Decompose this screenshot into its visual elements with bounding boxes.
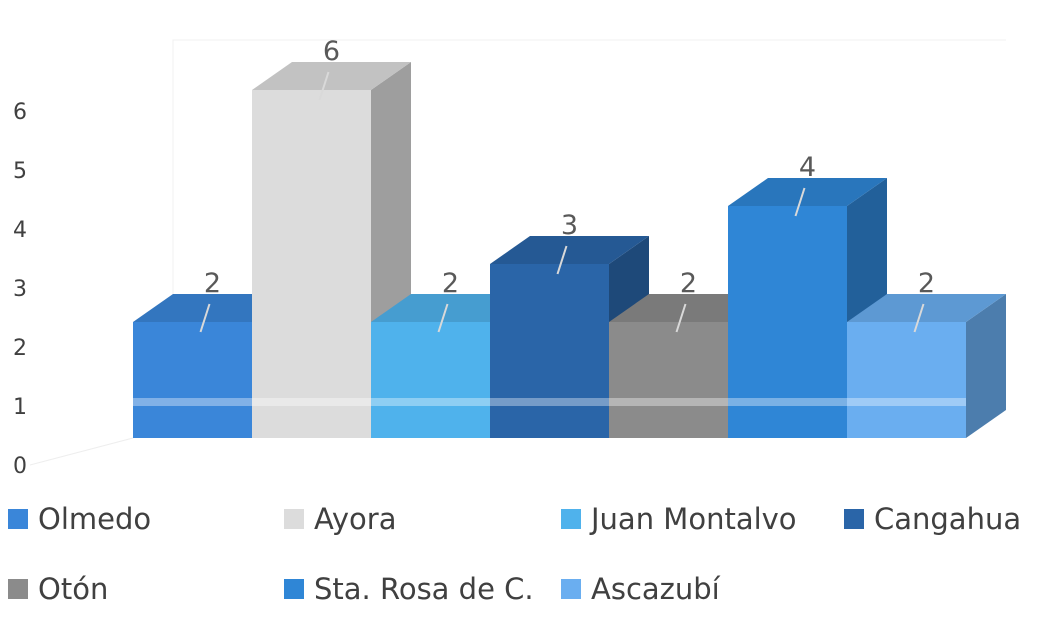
- legend-item: Ascazubí: [561, 572, 720, 606]
- legend-label: Ascazubí: [591, 572, 720, 606]
- bar-highlight: [490, 398, 609, 406]
- bar-highlight: [847, 398, 966, 406]
- data-label-leader: [675, 303, 687, 333]
- data-label-leader: [913, 303, 925, 333]
- bar-front-face: [252, 90, 371, 438]
- legend-label: Ayora: [314, 502, 397, 536]
- bar-front-face: [490, 264, 609, 438]
- floor-edge: [29, 437, 134, 466]
- bar-top-face: [490, 236, 649, 264]
- bar-front-face: [609, 322, 728, 438]
- bar: [847, 294, 1006, 438]
- y-axis: 0 1 2 3 4 5 6: [13, 100, 27, 479]
- legend-item: Sta. Rosa de C.: [284, 572, 534, 606]
- bar-side-face: [966, 294, 1006, 438]
- legend-item: Otón: [8, 572, 108, 606]
- legend-swatch: [8, 509, 28, 529]
- legend-swatch: [844, 509, 864, 529]
- y-tick-label: 1: [13, 395, 27, 420]
- legend-label: Sta. Rosa de C.: [314, 572, 534, 606]
- legend-swatch: [284, 509, 304, 529]
- data-label: 2: [442, 268, 459, 299]
- bar-front-face: [371, 322, 490, 438]
- data-label: 2: [918, 268, 935, 299]
- legend-swatch: [561, 579, 581, 599]
- data-label-leader: [437, 303, 449, 333]
- legend-swatch: [284, 579, 304, 599]
- data-label-leader: [199, 303, 211, 333]
- bar-top-face: [728, 178, 887, 206]
- y-tick-label: 2: [13, 336, 27, 361]
- data-label-leader: [318, 71, 330, 101]
- data-label: 4: [799, 152, 816, 183]
- bar-highlight: [609, 398, 728, 406]
- data-label-leader: [556, 245, 568, 275]
- bar-highlight: [371, 398, 490, 406]
- legend-item: Ayora: [284, 502, 396, 536]
- data-label: 6: [323, 36, 340, 67]
- y-tick-label: 5: [13, 159, 27, 184]
- legend-item: Olmedo: [8, 502, 151, 536]
- legend-label: Otón: [38, 572, 109, 606]
- y-tick-label: 4: [13, 218, 27, 243]
- legend-label: Olmedo: [38, 502, 152, 536]
- y-tick-label: 0: [13, 454, 27, 479]
- y-tick-label: 3: [13, 277, 27, 302]
- bar-top-face: [252, 62, 411, 90]
- bar-top-face: [847, 294, 1006, 322]
- data-label: 2: [204, 268, 221, 299]
- bar-highlight: [252, 398, 371, 406]
- legend-swatch: [561, 509, 581, 529]
- bar-highlight: [133, 398, 252, 406]
- legend-swatch: [8, 579, 28, 599]
- legend: Olmedo Ayora Juan Montalvo Cangahua Otón Sta.…: [0, 490, 1041, 615]
- legend-label: Cangahua: [874, 502, 1022, 536]
- y-tick-label: 6: [13, 100, 27, 125]
- bar-front-face: [133, 322, 252, 438]
- data-label: 3: [561, 210, 578, 241]
- legend-item: Juan Montalvo: [561, 502, 797, 536]
- data-label-leader: [794, 187, 806, 217]
- data-label: 2: [680, 268, 697, 299]
- legend-item: Cangahua: [844, 502, 1021, 536]
- bar-highlight: [728, 398, 847, 406]
- legend-label: Juan Montalvo: [591, 502, 797, 536]
- data-labels: 2 6 2 3 2 4 2: [199, 36, 935, 333]
- chart-plot-area: 0 1 2 3 4 5 6 2 6 2 3 2 4 2: [13, 36, 1006, 479]
- bars: [133, 62, 1006, 438]
- bar-front-face: [847, 322, 966, 438]
